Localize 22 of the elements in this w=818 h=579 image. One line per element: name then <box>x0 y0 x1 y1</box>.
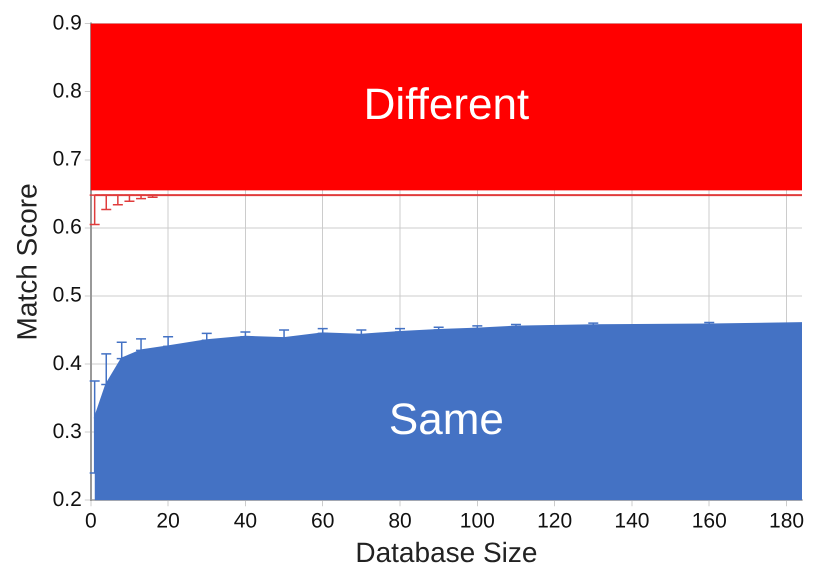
x-tick-label: 20 <box>156 510 180 533</box>
x-axis-title: Database Size <box>355 536 538 568</box>
x-tick-label: 180 <box>769 510 804 533</box>
y-tick-label: 0.2 <box>52 488 82 511</box>
x-tick-label: 40 <box>234 510 258 533</box>
x-tick-label: 60 <box>311 510 334 533</box>
y-axis-title: Match Score <box>12 183 43 340</box>
y-tick-label: 0.8 <box>52 79 82 102</box>
x-tick-label: 120 <box>537 510 572 533</box>
y-tick-label: 0.4 <box>52 352 82 375</box>
y-tick-label: 0.9 <box>52 11 82 34</box>
x-tick-label: 140 <box>614 510 650 533</box>
y-tick-label: 0.7 <box>52 148 82 171</box>
band-label: Different <box>364 80 530 130</box>
x-tick-label: 80 <box>388 510 412 533</box>
series-label: Same <box>388 394 504 444</box>
y-tick-label: 0.3 <box>52 420 82 443</box>
y-tick-label: 0.5 <box>52 284 82 307</box>
x-tick-label: 100 <box>460 510 495 533</box>
y-tick-label: 0.6 <box>52 216 82 239</box>
x-tick-label: 160 <box>692 510 727 533</box>
x-tick-label: 0 <box>84 510 97 533</box>
